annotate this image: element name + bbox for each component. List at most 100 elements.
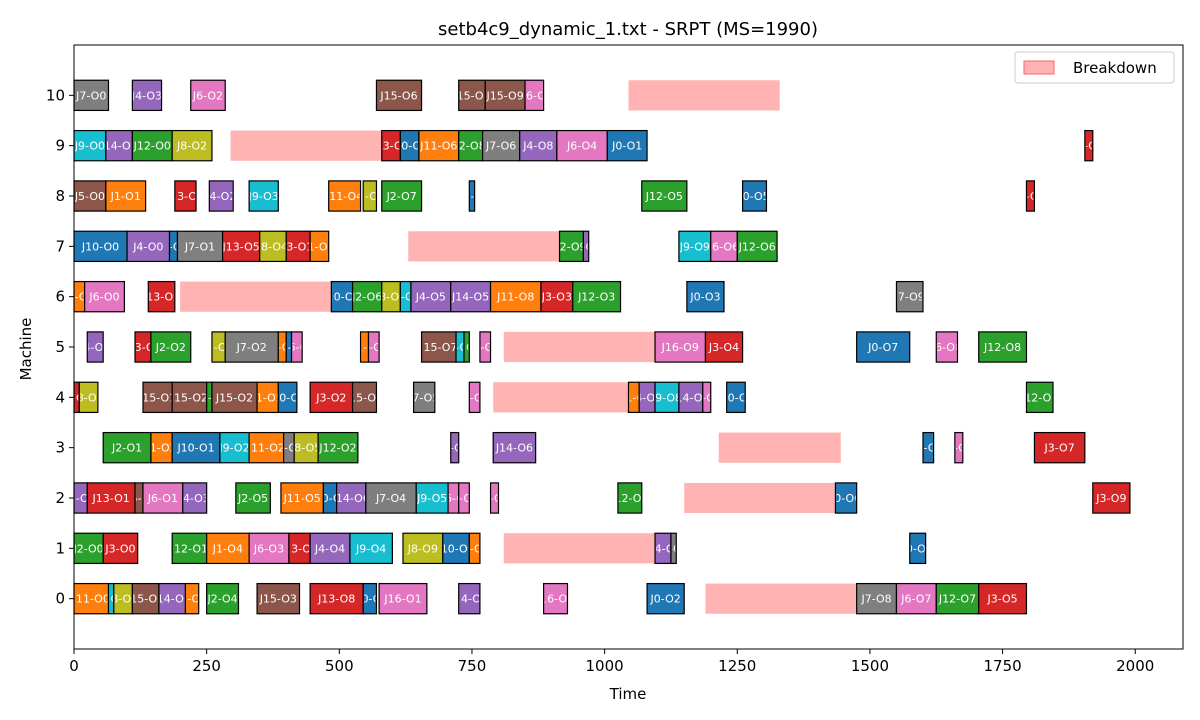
operation-bar [492, 431, 537, 464]
breakdown-bar [408, 231, 560, 262]
operation-bar [834, 482, 858, 514]
operation-bar [224, 331, 279, 363]
breakdown-bar [718, 432, 841, 463]
operation-label: J16-O5 [536, 593, 574, 606]
operation-label: J14-O0 [153, 593, 191, 606]
operation-label: J2-O8 [455, 140, 486, 153]
x-tick-label: 0 [69, 657, 79, 675]
operation-label: J3-O4 [708, 341, 739, 354]
operation-label: J11-O6 [419, 140, 457, 153]
operation-label: J15-O7 [419, 341, 457, 354]
operation-label: J7-O0 [75, 89, 106, 102]
operation-label: J9-O9 [679, 240, 710, 253]
operation-label: J12-O0 [133, 140, 171, 153]
y-tick-label: 10 [46, 86, 65, 104]
operation-bar [256, 582, 301, 615]
operation-bar [741, 180, 768, 212]
operation-label: J16-O1 [383, 593, 421, 606]
operation-label: J14-O5 [451, 291, 489, 304]
x-tick-label: 1250 [718, 657, 756, 675]
operation-label: J8-O1 [107, 593, 138, 606]
operation-bar [367, 331, 380, 363]
legend-breakdown-label: Breakdown [1073, 59, 1157, 77]
plot-frame [73, 44, 1184, 650]
operation-label: J1-O4 [212, 542, 243, 555]
y-tick-label: 1 [55, 539, 65, 557]
operation-bar [670, 532, 677, 565]
operation-label: J3-O0 [104, 542, 135, 555]
operation-label: J10-O8 [452, 190, 490, 203]
operation-bar [378, 582, 428, 615]
operation-bar [489, 482, 500, 514]
operation-label: J0-O2 [650, 593, 681, 606]
operation-label: J11-O2 [247, 442, 285, 455]
operation-label: J6-O9 [943, 442, 974, 455]
operation-label: J6-O3 [253, 542, 284, 555]
operation-label: J6-O4 [566, 140, 597, 153]
operation-label: J15-O2 [170, 391, 208, 404]
operation-bar [174, 180, 197, 212]
operation-bar [458, 79, 486, 112]
operation-label: J6-O1 [147, 492, 178, 505]
operation-label: J6-O7 [459, 391, 490, 404]
operation-label: J4-O3 [179, 492, 210, 505]
operation-label: J9-O7 [390, 291, 421, 304]
operation-bar [418, 129, 460, 162]
operation-label: J10-O7 [390, 140, 428, 153]
operation-label: J8-O7 [354, 190, 385, 203]
operation-label: J9-O8 [651, 391, 682, 404]
operation-label: J12-O6 [738, 240, 776, 253]
operation-label: J10-O3 [268, 391, 306, 404]
operation-bar [420, 331, 457, 363]
operation-bar [484, 79, 526, 112]
operation-label: J4-O3 [131, 89, 162, 102]
x-tick-label: 1500 [851, 657, 889, 675]
operation-bar [617, 482, 643, 514]
operation-bar [78, 381, 99, 414]
operation-label: J1-O0 [176, 593, 207, 606]
operation-label: J8-O9 [407, 542, 438, 555]
operation-label: J8-O5 [290, 442, 321, 455]
operation-label: J0-O6 [830, 492, 861, 505]
operation-label: J9-O6 [444, 341, 475, 354]
operation-label: J12-O5 [645, 190, 683, 203]
operation-label: J7-O2 [236, 341, 267, 354]
operation-label: J7-O6 [485, 140, 516, 153]
operation-bar [84, 280, 126, 313]
operation-bar [105, 180, 147, 212]
operation-bar [458, 582, 481, 615]
x-axis: 0 250 500 750 1000 1250 1500 1750 2000 [69, 649, 1154, 675]
operation-label: J3-O6 [1014, 190, 1045, 203]
operation-bar [468, 381, 481, 414]
operation-bar [147, 280, 176, 313]
operation-bar [702, 381, 712, 414]
operation-label: J16-O3 [515, 89, 553, 102]
operation-label: J2-O5 [451, 341, 482, 354]
breakdown-bar [180, 281, 332, 312]
operation-label: J8-O2 [176, 140, 207, 153]
operation-label: J0-O0 [157, 240, 188, 253]
operation-label: J0-O5 [738, 190, 769, 203]
operation-label: J4-O1 [79, 341, 110, 354]
operation-label: J14-O2 [100, 140, 138, 153]
operation-bar [248, 532, 290, 565]
operation-bar [704, 331, 744, 363]
operation-label: J9-O0 [74, 140, 105, 153]
operation-label: J3-O7 [1044, 442, 1075, 455]
operation-label: J4-O4 [314, 542, 345, 555]
operation-label: J6-O0 [88, 291, 119, 304]
operation-label: J12-O2 [318, 442, 356, 455]
operation-label: J9-O2 [218, 442, 249, 455]
operation-bar [450, 280, 492, 313]
operation-label: J2-O0 [72, 542, 103, 555]
breakdown-bar [230, 130, 382, 161]
operation-bar [290, 331, 303, 363]
operation-label: J11-O0 [72, 593, 110, 606]
operation-label: J10-O4 [269, 341, 307, 354]
operation-label: J13-O6 [371, 140, 409, 153]
operation-label: J3-O0 [61, 391, 92, 404]
legend-box [1014, 51, 1175, 84]
operation-bar [519, 129, 558, 162]
operation-bar [171, 532, 208, 565]
